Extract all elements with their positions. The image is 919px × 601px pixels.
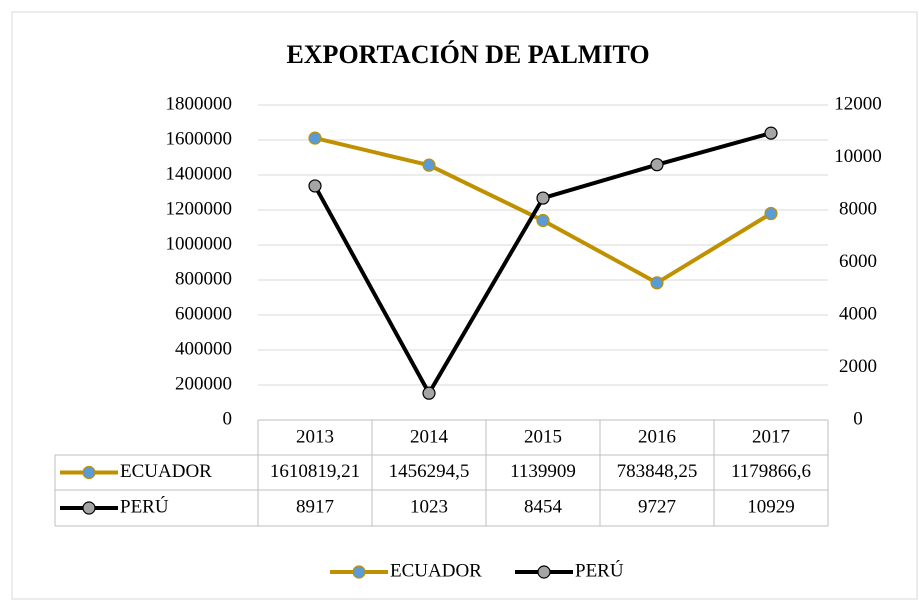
y2-tick-label: 8000 [839,198,877,219]
point [422,386,436,400]
table-key-marker [82,465,96,480]
legend-label: PERÚ [575,559,624,581]
y-tick-label: 400000 [175,338,232,359]
y-tick-label: 1600000 [166,128,233,149]
point [308,131,322,145]
table-key-label: ECUADOR [120,461,212,482]
table-value: 1610819,21 [270,461,360,482]
y2-tick-label: 2000 [839,356,877,377]
point [308,179,322,193]
y-tick-label: 800000 [175,268,232,289]
x-tick-label: 2014 [410,426,449,447]
table-value: 1179866,6 [731,461,811,482]
chart-border [11,11,918,600]
table-value: 10929 [747,496,795,517]
point [536,213,550,228]
point [536,191,550,205]
table-value: 783848,25 [617,461,698,482]
point [422,158,436,172]
y2-tick-label: 10000 [834,146,882,167]
chart-title: EXPORTACIÓN DE PALMITO [286,40,649,69]
point [650,276,664,290]
x-tick-label: 2016 [638,426,676,447]
point [764,126,778,140]
x-tick-label: 2013 [296,426,334,447]
y-tick-label: 0 [223,408,233,429]
x-tick-label: 2015 [524,426,562,447]
y2-tick-label: 12000 [834,93,882,114]
y-tick-label: 200000 [175,373,232,394]
y-tick-label: 1200000 [166,198,233,219]
legend-label: ECUADOR [390,560,482,581]
table-value: 9727 [638,496,676,517]
y2-tick-label: 0 [853,408,863,429]
y-tick-label: 1800000 [166,93,233,114]
table-key-label: PERÚ [120,495,169,517]
y-tick-label: 1000000 [166,233,233,254]
table-value: 1139909 [510,461,576,482]
point [650,158,664,172]
y2-tick-label: 6000 [839,251,877,272]
legend-marker [537,565,551,579]
x-tick-label: 2017 [752,426,790,447]
y-tick-label: 1400000 [166,163,233,184]
point [764,206,778,221]
table-value: 8454 [524,496,563,517]
table-value: 8917 [296,496,334,517]
legend-marker [352,565,366,579]
table-value: 1023 [410,496,448,517]
y-tick-label: 600000 [175,303,232,324]
table-value: 1456294,5 [389,461,470,482]
table-key-marker [82,501,96,515]
y2-tick-label: 4000 [839,303,877,324]
